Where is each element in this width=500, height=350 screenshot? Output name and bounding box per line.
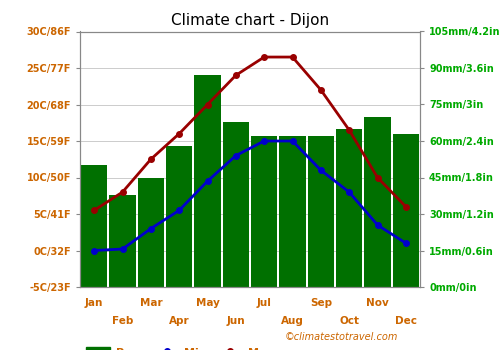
Text: Sep: Sep — [310, 299, 332, 308]
Text: Oct: Oct — [339, 316, 359, 327]
Bar — [251, 136, 277, 287]
Title: Climate chart - Dijon: Climate chart - Dijon — [171, 13, 329, 28]
Bar — [364, 117, 390, 287]
Text: Jan: Jan — [85, 299, 103, 308]
Text: Feb: Feb — [112, 316, 133, 327]
Text: Nov: Nov — [366, 299, 389, 308]
Bar — [194, 75, 220, 287]
Text: ©climatestotravel.com: ©climatestotravel.com — [285, 332, 399, 342]
Legend: Prec, Min, Max: Prec, Min, Max — [86, 346, 274, 350]
Bar — [110, 195, 136, 287]
Bar — [223, 121, 249, 287]
Bar — [308, 136, 334, 287]
Bar — [393, 134, 419, 287]
Text: Dec: Dec — [395, 316, 417, 327]
Text: Mar: Mar — [140, 299, 162, 308]
Text: Jun: Jun — [226, 316, 245, 327]
Text: Aug: Aug — [281, 316, 304, 327]
Bar — [166, 146, 192, 287]
Text: Jul: Jul — [256, 299, 272, 308]
Bar — [81, 165, 107, 287]
Text: May: May — [196, 299, 220, 308]
Bar — [138, 177, 164, 287]
Text: Apr: Apr — [169, 316, 190, 327]
Bar — [280, 136, 305, 287]
Bar — [336, 129, 362, 287]
